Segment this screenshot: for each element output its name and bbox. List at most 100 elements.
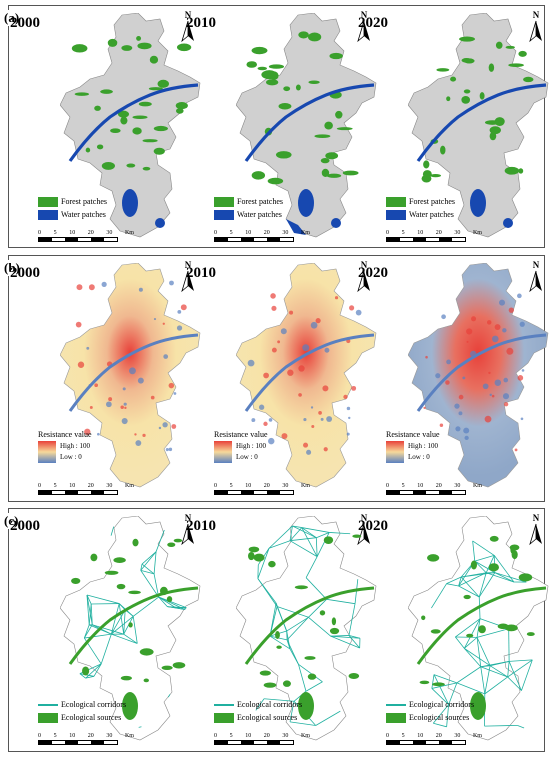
scale-tick: 5 [53, 483, 57, 489]
legend-title: Resistance value [214, 430, 268, 439]
scale-ticks: 0 5 10 20 30 Km [214, 230, 310, 236]
legend-item: Forest patches [38, 195, 107, 208]
scale-tick: 0 [386, 483, 389, 489]
scale-tick: 5 [53, 733, 57, 739]
scale-bar: 0 5 10 20 30 Km [214, 483, 310, 495]
year-label: 2010 [186, 265, 216, 281]
scale-tick: 0 [38, 733, 41, 739]
region-map [236, 263, 377, 488]
year-label: 2020 [358, 518, 388, 534]
scale-tick: 10 [417, 733, 424, 739]
scale-tick: 0 [214, 483, 217, 489]
scale-tick: 20 [263, 230, 270, 236]
legend-swatch [386, 712, 406, 723]
scale-tick: 5 [229, 733, 233, 739]
north-arrow-icon: N [180, 513, 196, 548]
north-label: N [184, 10, 192, 20]
map-legend: Forest patches Water patches [214, 195, 283, 221]
legend-item: Water patches [214, 208, 283, 221]
legend-item: Water patches [38, 208, 107, 221]
north-label: N [184, 513, 192, 523]
north-label: N [532, 260, 540, 270]
year-label: 2010 [186, 15, 216, 31]
map-legend: Ecological corridors Ecological sources [214, 698, 302, 724]
scale-bar: 0 5 10 20 30 Km [38, 230, 134, 242]
scale-tick: 10 [417, 483, 424, 489]
panel-label: (c) [3, 513, 20, 529]
scale-ticks: 0 5 10 20 30 Km [386, 483, 482, 489]
north-arrow-icon: N [528, 260, 544, 295]
north-label: N [532, 10, 540, 20]
scale-tick: 10 [245, 230, 252, 236]
legend-swatch [386, 703, 406, 706]
legend-swatch [38, 703, 58, 706]
scale-unit: Km [300, 230, 310, 236]
scale-unit: Km [472, 230, 482, 236]
scale-bar-graphic [38, 490, 118, 495]
scale-bar-graphic [214, 237, 294, 242]
legend-swatch [214, 196, 234, 207]
north-arrow-icon: N [528, 513, 544, 548]
scale-tick: 5 [401, 483, 405, 489]
region-map [408, 263, 549, 488]
north-arrow-icon: N [528, 10, 544, 45]
scale-tick: 10 [245, 733, 252, 739]
scale-tick: 20 [435, 483, 442, 489]
legend-item: Ecological corridors [386, 698, 474, 711]
legend-label: Ecological sources [61, 713, 122, 722]
scale-ticks: 0 5 10 20 30 Km [38, 483, 134, 489]
north-arrow-icon: N [180, 260, 196, 295]
scale-tick: 30 [106, 230, 113, 236]
legend-item: Water patches [386, 208, 455, 221]
scale-tick: 10 [245, 483, 252, 489]
legend-label: Ecological corridors [409, 700, 475, 709]
scale-ticks: 0 5 10 20 30 Km [38, 230, 134, 236]
legend-title: Resistance value [386, 430, 440, 439]
legend-swatch [214, 703, 234, 706]
legend-label: Water patches [409, 210, 454, 219]
region-map [60, 263, 201, 488]
scale-tick: 0 [214, 230, 217, 236]
region-map [408, 13, 549, 238]
legend-low: Low : 0 [60, 453, 82, 461]
legend-low: Low : 0 [408, 453, 430, 461]
scale-unit: Km [472, 483, 482, 489]
resistance-ramp: High : 100 Low : 0 [38, 441, 92, 463]
scale-tick: 20 [263, 733, 270, 739]
scale-bar-graphic [214, 740, 294, 745]
legend-title: Resistance value [38, 430, 92, 439]
color-ramp [214, 441, 232, 463]
scale-tick: 30 [454, 733, 461, 739]
legend-high: High : 100 [236, 442, 266, 450]
map-legend: Forest patches Water patches [38, 195, 107, 221]
scale-tick: 20 [87, 733, 94, 739]
scale-bar-graphic [386, 490, 466, 495]
north-label: N [360, 260, 368, 270]
scale-unit: Km [124, 733, 134, 739]
legend-label: Forest patches [237, 197, 283, 206]
scale-bar: 0 5 10 20 30 Km [214, 733, 310, 745]
legend-swatch [38, 196, 58, 207]
region-map [60, 13, 201, 238]
scale-ticks: 0 5 10 20 30 Km [214, 733, 310, 739]
map-legend: Ecological corridors Ecological sources [38, 698, 126, 724]
legend-high: High : 100 [408, 442, 438, 450]
legend-swatch [214, 712, 234, 723]
legend-label: Forest patches [61, 197, 107, 206]
scale-tick: 10 [69, 230, 76, 236]
map-legend: Resistance value High : 100 Low : 0 [386, 428, 440, 463]
scale-bar-graphic [386, 237, 466, 242]
scale-bar-graphic [38, 740, 118, 745]
scale-bar: 0 5 10 20 30 Km [386, 230, 482, 242]
map-legend: Ecological corridors Ecological sources [386, 698, 474, 724]
scale-tick: 5 [229, 483, 233, 489]
scale-tick: 30 [282, 733, 289, 739]
scale-tick: 20 [435, 230, 442, 236]
scale-unit: Km [472, 733, 482, 739]
scale-bar-graphic [214, 490, 294, 495]
legend-swatch [38, 209, 58, 220]
legend-item: Forest patches [214, 195, 283, 208]
north-arrow-icon: N [180, 10, 196, 45]
scale-unit: Km [124, 230, 134, 236]
scale-ticks: 0 5 10 20 30 Km [38, 733, 134, 739]
